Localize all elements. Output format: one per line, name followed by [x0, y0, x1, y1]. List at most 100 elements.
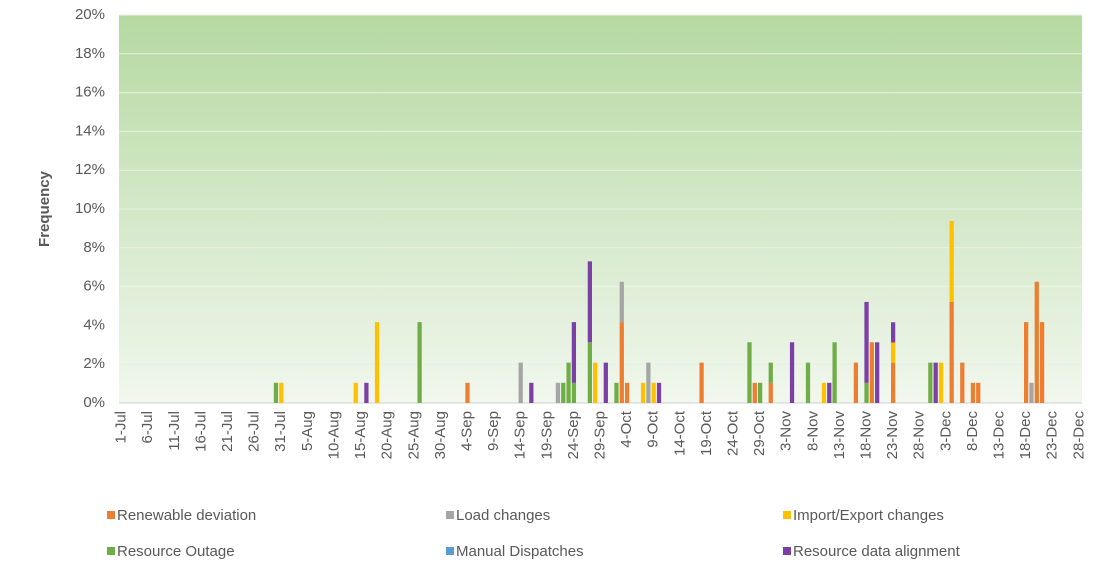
bar-segment	[875, 342, 880, 403]
x-tick-label: 6-Jul	[139, 411, 156, 444]
x-tick-label: 20-Aug	[379, 411, 396, 459]
bar-segment	[593, 362, 598, 403]
x-tick-label: 8-Dec	[964, 411, 981, 452]
bar-segment	[417, 322, 422, 403]
x-tick-label: 13-Dec	[991, 411, 1008, 460]
y-tick-label: 16%	[75, 84, 105, 101]
y-tick-label: 20%	[75, 6, 105, 23]
bar-segment	[821, 382, 827, 403]
bar-segment	[789, 342, 795, 403]
bar-segment	[949, 301, 954, 403]
bar-segment	[619, 281, 624, 323]
x-tick-label: 10-Aug	[325, 411, 342, 459]
x-tick-label: 5-Aug	[299, 411, 316, 451]
bar-segment	[1034, 281, 1039, 403]
legend-swatch	[446, 511, 454, 519]
x-tick-label: 23-Nov	[884, 411, 901, 460]
bar-segment	[976, 382, 981, 403]
bar-segment	[699, 362, 704, 403]
x-tick-label: 9-Oct	[645, 410, 662, 448]
bar-segment	[656, 382, 662, 403]
x-tick-label: 19-Sep	[538, 411, 555, 459]
legend-swatch	[107, 547, 115, 555]
y-tick-label: 10%	[75, 200, 105, 217]
bar-segment	[561, 382, 566, 403]
x-tick-label: 25-Aug	[405, 411, 422, 459]
y-axis-title: Frequency	[36, 170, 53, 247]
bar-segment	[273, 382, 279, 403]
bar-segment	[805, 362, 811, 403]
y-tick-label: 12%	[75, 161, 105, 178]
legend-label: Load changes	[456, 507, 550, 524]
bar-segment	[747, 342, 752, 403]
y-tick-label: 0%	[83, 394, 105, 411]
legend-swatch	[783, 511, 791, 519]
bar-segment	[928, 362, 933, 403]
x-tick-label: 21-Jul	[219, 411, 236, 452]
legend-label: Import/Export changes	[793, 507, 944, 524]
bar-segment	[646, 362, 651, 403]
y-tick-label: 4%	[83, 316, 105, 333]
x-tick-label: 11-Jul	[166, 411, 183, 451]
bar-segment	[757, 382, 763, 403]
x-tick-label: 16-Jul	[192, 411, 209, 452]
x-tick-label: 9-Sep	[485, 411, 502, 451]
bar-segment	[529, 382, 534, 403]
bar-segment	[465, 382, 470, 403]
bar-segment	[970, 382, 976, 403]
y-tick-label: 6%	[83, 278, 105, 295]
x-tick-label: 14-Oct	[671, 410, 688, 456]
x-tick-label: 30-Aug	[432, 411, 449, 459]
bar-segment	[864, 382, 869, 403]
x-tick-label: 31-Jul	[272, 411, 289, 452]
legend-swatch	[783, 547, 791, 555]
x-tick-label: 28-Nov	[911, 411, 928, 460]
bar-segment	[587, 342, 592, 403]
x-tick-label: 3-Dec	[937, 411, 954, 452]
bar-segment	[1024, 322, 1029, 403]
x-tick-label: 28-Dec	[1070, 411, 1087, 460]
x-tick-label: 29-Sep	[591, 411, 608, 459]
bar-segment	[938, 362, 944, 403]
bar-segment	[651, 382, 656, 403]
x-tick-label: 4-Sep	[458, 411, 475, 451]
y-tick-label: 14%	[75, 122, 105, 139]
x-tick-label: 4-Oct	[618, 410, 635, 448]
bar-segment	[518, 362, 523, 403]
bar-segment	[890, 322, 896, 343]
x-tick-label: 8-Nov	[804, 411, 821, 452]
x-tick-label: 13-Nov	[831, 411, 848, 460]
legend-swatch	[107, 511, 115, 519]
bar-segment	[949, 221, 954, 302]
bar-segment	[827, 382, 832, 403]
x-tick-label: 18-Nov	[857, 411, 874, 460]
legend-label: Manual Dispatches	[456, 543, 584, 560]
x-tick-label: 24-Oct	[724, 410, 741, 456]
bar-segment	[587, 261, 592, 343]
bar-segment	[768, 362, 773, 383]
legend-swatch	[446, 547, 454, 555]
x-tick-label: 26-Jul	[246, 411, 263, 452]
bar-segment	[960, 362, 965, 403]
bar-segment	[571, 322, 577, 383]
bar-segment	[752, 382, 757, 403]
x-tick-label: 14-Sep	[512, 411, 529, 459]
x-tick-label: 23-Dec	[1044, 411, 1061, 460]
bar-segment	[890, 342, 896, 363]
x-tick-label: 24-Sep	[565, 411, 582, 459]
bar-segment	[1029, 382, 1034, 403]
bar-segment	[614, 382, 619, 403]
bar-segment	[1039, 322, 1045, 403]
bar-segment	[566, 362, 571, 403]
bar-segment	[768, 382, 773, 403]
bar-segment	[279, 382, 284, 403]
bar-segment	[890, 362, 896, 403]
bar-segment	[640, 382, 646, 403]
x-tick-label: 15-Aug	[352, 411, 369, 459]
x-tick-label: 3-Nov	[778, 411, 795, 452]
bar-segment	[864, 301, 869, 383]
bar-segment	[853, 362, 859, 403]
legend-label: Resource data alignment	[793, 543, 961, 560]
bar-segment	[869, 342, 874, 403]
bar-segment	[933, 362, 938, 403]
